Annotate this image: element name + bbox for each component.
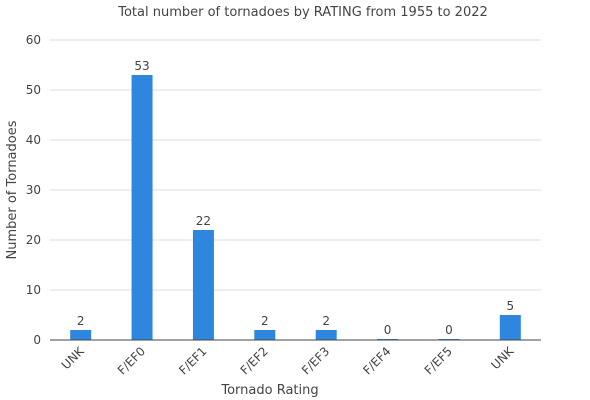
chart-title: Total number of tornadoes by RATING from… — [117, 5, 488, 20]
y-tick-label: 10 — [26, 283, 41, 297]
data-label: 2 — [261, 314, 269, 328]
x-axis-ticks: UNK F/EF0 F/EF1 F/EF2 F/EF3 F/EF4 F/EF5 UNK — [59, 343, 517, 377]
x-tick-label: F/EF3 — [299, 344, 332, 377]
bar — [70, 330, 92, 340]
y-tick-label: 30 — [26, 183, 41, 197]
bar — [131, 75, 153, 340]
y-tick-label: 60 — [26, 33, 41, 47]
x-tick-label: F/EF2 — [238, 344, 271, 377]
x-axis-title: Tornado Rating — [220, 383, 318, 398]
data-label: 5 — [506, 299, 514, 313]
grid-lines — [50, 39, 541, 291]
y-tick-label: 40 — [26, 133, 41, 147]
data-label: 0 — [384, 323, 392, 337]
bar — [315, 330, 337, 340]
bars — [70, 75, 521, 340]
y-tick-label: 50 — [26, 83, 41, 97]
x-tick-label: UNK — [59, 343, 88, 372]
y-axis-title: Number of Tornadoes — [5, 120, 20, 259]
bar — [254, 330, 276, 340]
x-tick-label: UNK — [488, 343, 517, 372]
x-tick-label: F/EF0 — [115, 344, 148, 377]
data-label: 2 — [322, 314, 330, 328]
x-tick-label: F/EF5 — [422, 344, 455, 377]
y-tick-label: 20 — [26, 233, 41, 247]
data-label: 22 — [196, 214, 211, 228]
data-label: 53 — [134, 59, 149, 73]
bar — [192, 230, 214, 340]
bar — [499, 315, 521, 340]
x-tick-label: F/EF4 — [360, 344, 393, 377]
x-tick-label: F/EF1 — [176, 344, 209, 377]
data-label: 2 — [77, 314, 85, 328]
data-label: 0 — [445, 323, 453, 337]
y-axis-ticks: 0 10 20 30 40 50 60 — [26, 33, 41, 347]
y-tick-label: 0 — [33, 333, 41, 347]
